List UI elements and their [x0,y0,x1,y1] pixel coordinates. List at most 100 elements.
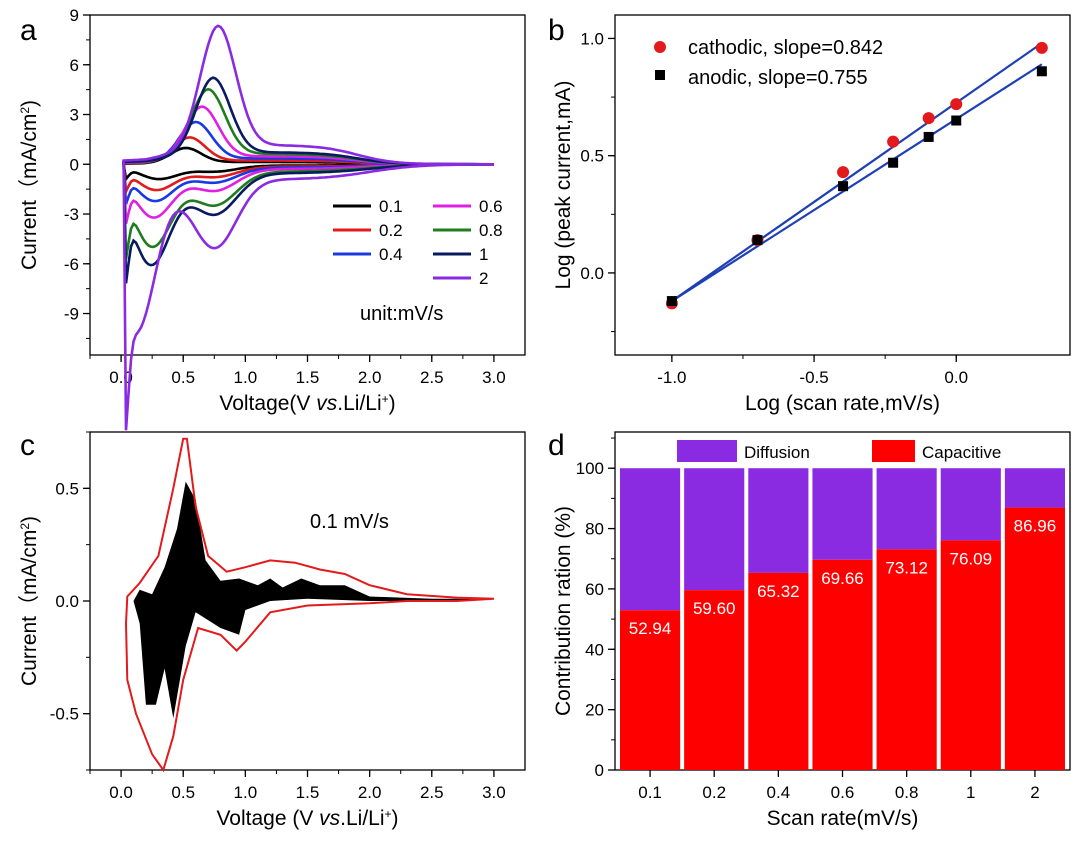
point-anodic [1036,66,1047,77]
bar-capacitive [684,590,745,770]
point-cathodic [1035,41,1048,54]
bar-diffusion [812,468,873,560]
bar-value-label: 69.66 [821,569,864,588]
x-tick-label-b: -1.0 [657,368,686,387]
bar-diffusion [940,468,1001,541]
point-anodic [666,296,677,307]
x-tick-label-c: 3.0 [482,783,506,802]
x-tick-label-a: 1.0 [234,368,258,387]
bar-capacitive [620,610,681,770]
legend-label-diffusion: Diffusion [744,443,810,462]
bar-value-label: 76.09 [950,549,993,568]
legend-marker-cathodic [654,41,666,53]
y-tick-label-a: -9 [64,305,79,324]
cv-curve-1 [122,76,494,284]
y-tick-label-d: 20 [585,701,604,720]
bar-value-label: 52.94 [629,619,672,638]
bar-value-label: 86.96 [1014,517,1057,536]
y-tick-label-a: 9 [70,6,79,25]
y-tick-label-c: 0.0 [55,592,79,611]
legend-swatch-diffusion [677,440,737,462]
point-anodic [752,235,763,246]
capacitive-area [133,481,494,719]
x-tick-label-d: 0.6 [831,783,855,802]
legend-swatch-capacitive [872,440,915,462]
legend-label-0.4: 0.4 [379,245,403,264]
point-cathodic [922,112,935,125]
x-tick-label-c: 0.5 [171,783,195,802]
x-tick-label-a: 0.5 [171,368,195,387]
fit-line-0 [671,42,1043,302]
bar-diffusion [1004,468,1065,508]
legend-label-cathodic: cathodic, slope=0.842 [688,37,883,59]
legend-label-2: 2 [479,269,488,288]
x-tick-label-a: 2.5 [420,368,444,387]
bar-diffusion [620,468,681,611]
y-axis-title-c: Current（mA/cm2) [18,516,41,686]
legend-label-0.8: 0.8 [479,221,503,240]
point-anodic [838,181,849,192]
cv-curve-2 [122,24,494,431]
cv-curve-0.1 [122,146,494,183]
bar-capacitive [748,572,809,770]
x-tick-label-d: 2 [1030,783,1039,802]
x-tick-label-c: 2.0 [358,783,382,802]
annotation-rate: 0.1 mV/s [310,511,389,533]
y-tick-label-a: 3 [70,106,79,125]
x-axis-title-c: Voltage (V vs.Li/Li+) [216,807,398,830]
x-tick-label-a: 2.0 [358,368,382,387]
x-axis-title-a: Voltage(V vs.Li/Li+) [219,392,395,415]
annotation-unit: unit:mV/s [360,303,443,325]
y-tick-label-d: 80 [585,520,604,539]
x-tick-label-d: 0.4 [767,783,791,802]
panel-letter-a: a [20,14,37,47]
y-tick-label-d: 60 [585,580,604,599]
legend-label-0.1: 0.1 [379,197,403,216]
x-axis-title-d: Scan rate(mV/s) [767,807,919,830]
cv-curve-0.2 [122,136,494,197]
x-tick-label-c: 0.0 [109,783,133,802]
y-tick-label-b: 0.5 [580,147,604,166]
y-tick-label-a: 0 [70,155,79,174]
x-tick-label-c: 1.0 [234,783,258,802]
panel-letter-c: c [20,429,35,462]
y-tick-label-c: -0.5 [50,705,79,724]
plot-frame-a [89,14,526,356]
bar-capacitive [876,549,937,770]
fit-line-1 [671,63,1043,302]
x-tick-label-a: 0.0 [109,368,133,387]
y-axis-title-a: Current（mA/cm2) [18,100,41,270]
panel-letter-d: d [548,429,565,462]
y-tick-label-b: 0.0 [580,264,604,283]
y-tick-label-a: -6 [64,255,79,274]
x-tick-label-b: 0.0 [944,368,968,387]
bar-diffusion [876,468,937,550]
legend-label-0.6: 0.6 [479,197,503,216]
y-tick-label-c: 0.5 [55,479,79,498]
cv-curve-0.8 [122,87,494,260]
y-tick-label-d: 0 [595,761,604,780]
x-tick-label-d: 0.1 [638,783,662,802]
point-cathodic [887,135,900,148]
y-tick-label-d: 100 [576,459,604,478]
x-axis-title-b: Log (scan rate,mV/s) [745,392,940,415]
cv-curve-0.6 [122,105,494,224]
y-tick-label-b: 1.0 [580,29,604,48]
x-tick-label-d: 1 [966,783,975,802]
bar-capacitive [940,540,1001,770]
point-cathodic [837,166,850,179]
legend-label-1: 1 [479,245,488,264]
cv-outline-c [124,437,494,773]
point-anodic [951,115,962,126]
legend-label-0.2: 0.2 [379,221,403,240]
legend-label-capacitive: Capacitive [922,443,1001,462]
plot-frame-b [614,14,1071,356]
x-tick-label-a: 3.0 [482,368,506,387]
y-tick-label-d: 40 [585,640,604,659]
legend-label-anodic: anodic, slope=0.755 [688,67,868,89]
point-cathodic [950,98,963,111]
legend-marker-anodic [655,70,665,80]
y-axis-title-b: Log (peak current,mA) [552,81,575,290]
x-tick-label-c: 2.5 [420,783,444,802]
